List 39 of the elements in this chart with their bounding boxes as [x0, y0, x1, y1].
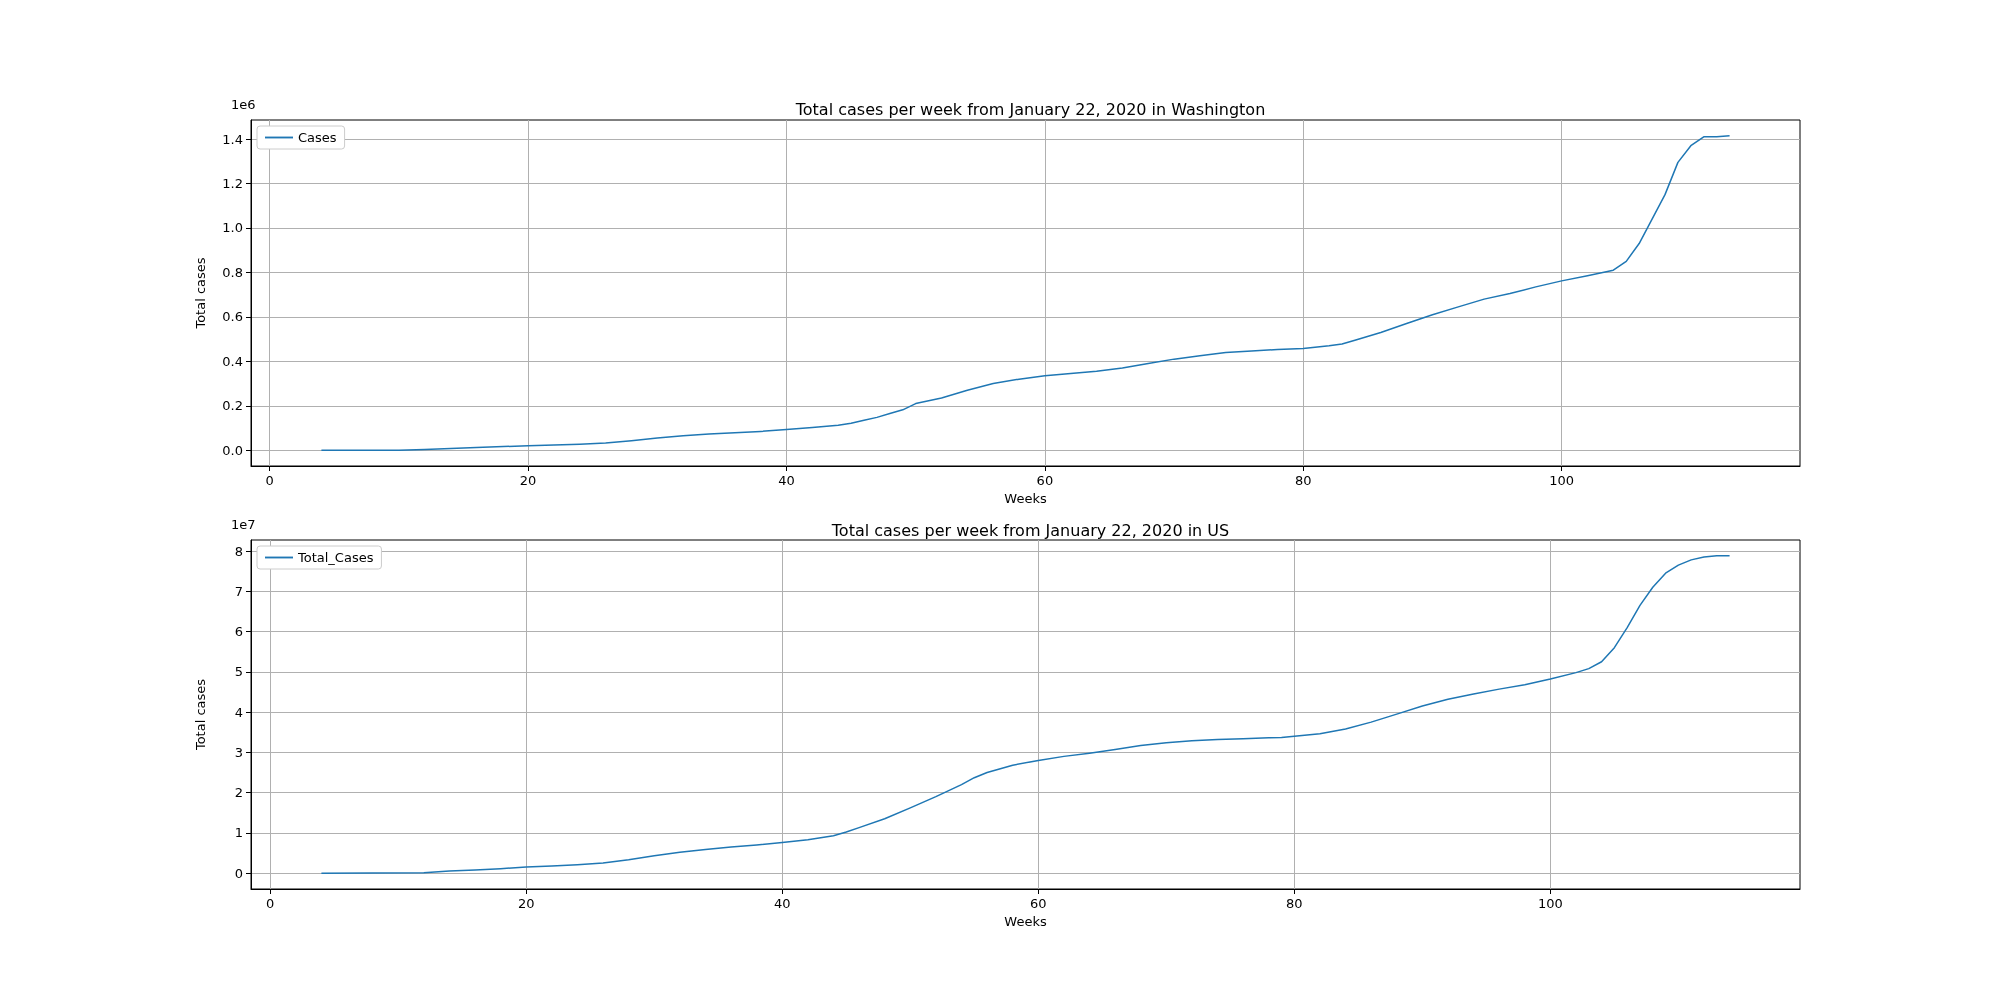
x-tick-label: 20: [517, 896, 535, 911]
y-tick-label: 0.2: [222, 398, 243, 414]
x-tick-label: 80: [1294, 473, 1312, 488]
y-axis-title: Total cases: [193, 257, 208, 330]
x-tick-label: 40: [774, 896, 791, 911]
y-tick-label: 7: [234, 583, 243, 599]
y-tick-label: 0.8: [222, 264, 243, 280]
x-tick-label: 0: [266, 896, 275, 911]
y-tick-label: 0.0: [222, 442, 243, 458]
y-axis-title: Total cases: [193, 678, 208, 752]
legend-label: Total_Cases: [297, 550, 374, 565]
x-tick-label: 60: [1030, 896, 1047, 911]
x-tick-label: 80: [1286, 896, 1303, 911]
y-tick-label: 1.0: [222, 220, 243, 236]
x-axis-title: Weeks: [1004, 914, 1047, 929]
text: 1e6: [231, 97, 256, 112]
y-tick-label: 4: [234, 704, 243, 720]
y-tick-label: 1: [234, 825, 243, 841]
text: 1e7: [231, 517, 256, 532]
x-tick-label: 100: [1549, 473, 1575, 488]
y-tick-label: 2: [234, 785, 243, 801]
x-tick-label: 40: [778, 473, 795, 488]
y-tick-label: 0: [234, 865, 243, 881]
y-tick-label: 5: [234, 664, 243, 680]
chart-title: Total cases per week from January 22, 2020 in US: [830, 520, 1230, 540]
x-tick-label: 60: [1036, 473, 1054, 488]
y-tick-label: 0.4: [222, 353, 243, 369]
legend-label: Cases: [298, 130, 337, 145]
y-tick-label: 6: [234, 624, 243, 640]
x-axis-title: Weeks: [1004, 491, 1047, 506]
x-tick-label: 0: [265, 473, 274, 488]
y-tick-label: 8: [234, 543, 243, 559]
y-tick-label: 0.6: [222, 309, 243, 325]
x-tick-label: 100: [1537, 896, 1563, 911]
x-tick-label: 20: [519, 473, 537, 488]
y-tick-label: 1.2: [222, 176, 243, 192]
y-tick-label: 1.4: [222, 131, 243, 147]
chart-title: Total cases per week from January 22, 2020 in Washington: [794, 99, 1266, 119]
y-tick-label: 3: [234, 744, 243, 760]
